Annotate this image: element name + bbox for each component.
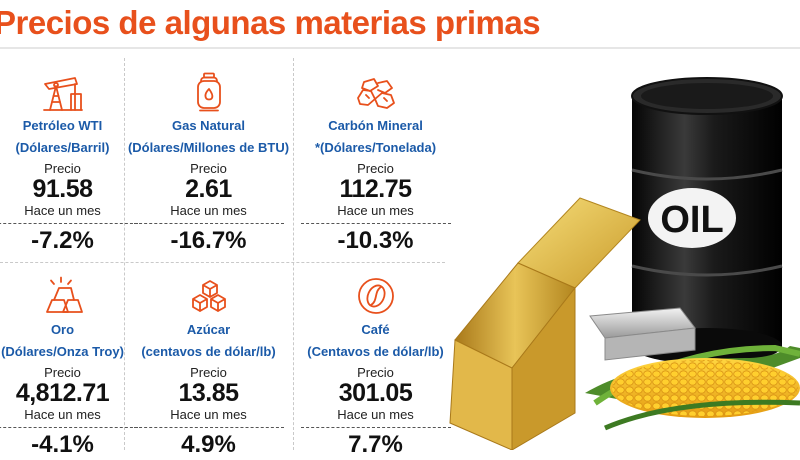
- barrel-label: OIL: [660, 199, 723, 241]
- month-ago-label: Hace un mes: [170, 407, 247, 422]
- coffee-bean-icon: [357, 278, 394, 314]
- commodity-card-cafe: Café (Centavos de dólar/lb) Precio 301.0…: [293, 276, 458, 460]
- change-value: -7.2%: [31, 227, 94, 254]
- commodity-name: Petróleo WTI: [22, 118, 103, 133]
- commodity-name: Café: [361, 322, 390, 337]
- corn-cob: [585, 344, 800, 431]
- silver-bar: [589, 307, 696, 361]
- price-value: 4,812.71: [15, 379, 110, 407]
- commodity-card-carbon: Carbón Mineral *(Dólares/Tonelada) Preci…: [293, 72, 458, 256]
- column-divider: [124, 58, 125, 450]
- price-value: 301.05: [338, 379, 413, 407]
- month-ago-label: Hace un mes: [24, 407, 101, 422]
- commodity-card-petroleo: Petróleo WTI (Dólares/Barril) Precio 91.…: [0, 72, 145, 256]
- change-value: -10.3%: [337, 227, 414, 254]
- commodity-unit: (Dólares/Barril): [15, 140, 110, 155]
- sugar-cubes-icon: [191, 280, 226, 312]
- price-label: Precio: [190, 365, 227, 380]
- commodity-name: Azúcar: [186, 322, 231, 337]
- change-value: 7.7%: [348, 431, 403, 458]
- commodity-name: Oro: [50, 322, 75, 337]
- price-label: Precio: [44, 365, 81, 380]
- dashed-separator: [133, 223, 284, 224]
- month-ago-label: Hace un mes: [170, 203, 247, 218]
- column-divider: [293, 58, 294, 450]
- month-ago-label: Hace un mes: [24, 203, 101, 218]
- commodity-name: Carbón Mineral: [328, 118, 423, 133]
- month-ago-label: Hace un mes: [337, 407, 414, 422]
- price-label: Precio: [357, 161, 394, 176]
- gold-bars-icon: [45, 276, 83, 313]
- commodity-unit: (Dólares/Millones de BTU): [127, 140, 290, 155]
- commodity-card-azucar: Azúcar (centavos de dólar/lb) Precio 13.…: [126, 276, 291, 460]
- price-label: Precio: [190, 161, 227, 176]
- change-value: -4.1%: [31, 431, 94, 458]
- commodity-unit: *(Dólares/Tonelada): [314, 140, 437, 155]
- commodity-unit: (Dólares/Onza Troy): [1, 344, 124, 359]
- commodities-illustration: OIL: [449, 77, 800, 450]
- commodity-unit: (centavos de dólar/lb): [141, 344, 276, 359]
- dashed-separator: [300, 223, 451, 224]
- commodity-unit: (Centavos de dólar/lb): [307, 344, 444, 359]
- oil-pump-icon: [42, 77, 83, 111]
- row-divider: [0, 262, 445, 263]
- price-value: 91.58: [32, 175, 93, 203]
- price-value: 2.61: [185, 175, 232, 203]
- price-value: 112.75: [339, 175, 412, 203]
- dashed-separator: [0, 427, 138, 428]
- month-ago-label: Hace un mes: [337, 203, 414, 218]
- commodity-card-gas-natural: Gas Natural (Dólares/Millones de BTU) Pr…: [126, 72, 291, 256]
- dashed-separator: [300, 427, 451, 428]
- commodity-name: Gas Natural: [172, 118, 245, 133]
- dashed-separator: [133, 427, 284, 428]
- gold-bar: [449, 197, 641, 450]
- dashed-separator: [0, 223, 138, 224]
- price-label: Precio: [357, 365, 394, 380]
- title-divider: [0, 47, 800, 49]
- price-value: 13.85: [178, 379, 239, 407]
- change-value: 4.9%: [181, 431, 236, 458]
- price-label: Precio: [44, 161, 81, 176]
- commodity-card-oro: Oro (Dólares/Onza Troy) Precio 4,812.71 …: [0, 276, 145, 460]
- change-value: -16.7%: [170, 227, 247, 254]
- gas-cylinder-icon: [196, 72, 221, 112]
- page-title: Precios de algunas materias primas: [0, 4, 541, 41]
- coal-icon: [356, 78, 395, 109]
